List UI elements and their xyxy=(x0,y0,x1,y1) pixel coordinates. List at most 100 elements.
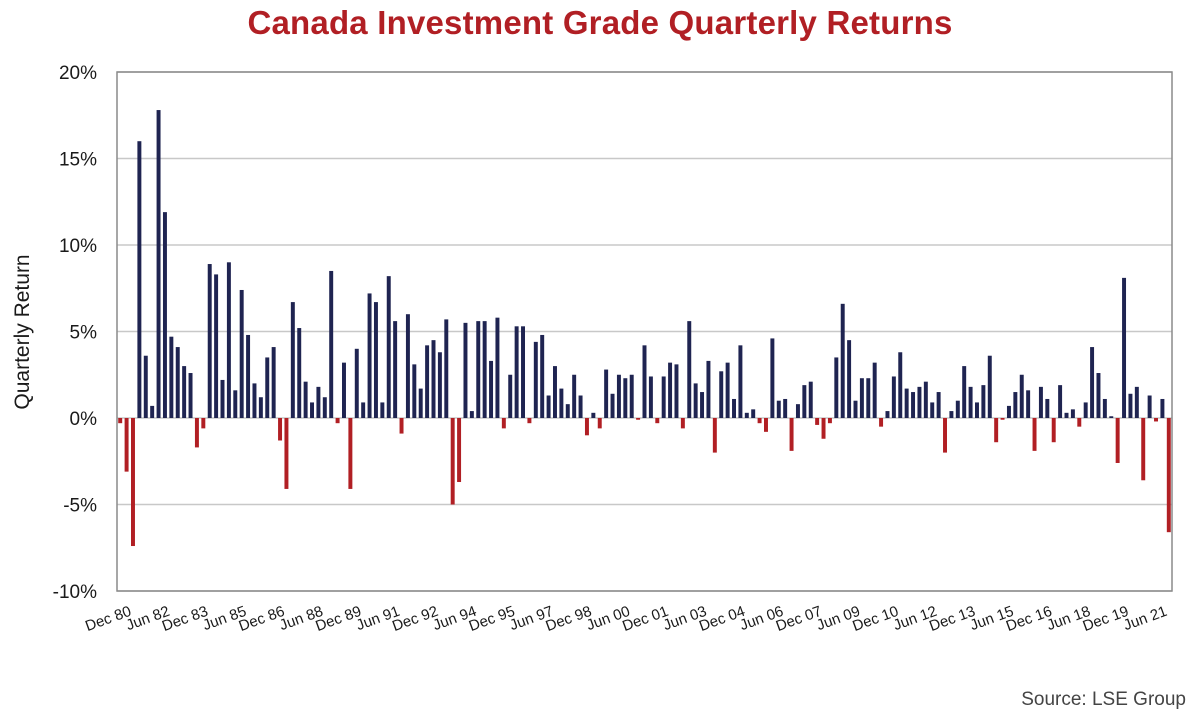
bar xyxy=(476,321,481,418)
bar xyxy=(444,319,449,418)
bar xyxy=(214,274,219,418)
bar xyxy=(482,321,487,418)
bar xyxy=(770,338,775,418)
bar xyxy=(489,360,494,418)
bar xyxy=(361,402,366,418)
bar xyxy=(194,418,199,448)
bar xyxy=(1096,373,1101,418)
bar xyxy=(201,418,206,429)
bar xyxy=(904,388,909,418)
plot-frame xyxy=(116,71,1173,592)
bar xyxy=(175,347,180,418)
bar xyxy=(380,402,385,418)
bar xyxy=(182,366,187,418)
bar xyxy=(661,376,666,418)
bar xyxy=(1147,395,1152,418)
bar xyxy=(738,345,743,418)
bar xyxy=(578,395,583,418)
bar xyxy=(623,378,628,418)
bar xyxy=(655,418,660,424)
y-tick-label: -10% xyxy=(53,582,97,603)
bar xyxy=(220,379,225,418)
y-axis-ticks: 20% 15% 10% 5% 0% -5% -10% xyxy=(53,63,97,603)
bar xyxy=(898,352,903,418)
y-tick-label: 0% xyxy=(70,409,98,430)
bar xyxy=(674,364,679,418)
bar xyxy=(636,418,641,420)
bar xyxy=(987,355,992,418)
bar xyxy=(879,418,884,427)
bar xyxy=(501,418,506,429)
bar xyxy=(226,262,231,418)
bar xyxy=(1026,390,1031,418)
bar xyxy=(169,336,174,418)
bar xyxy=(1102,398,1107,418)
bar xyxy=(808,381,813,418)
bar xyxy=(1064,412,1069,418)
bar xyxy=(342,362,346,418)
bar xyxy=(693,383,698,418)
bar xyxy=(1154,418,1158,422)
bar xyxy=(265,357,270,418)
bar xyxy=(354,348,359,418)
bar xyxy=(975,402,979,418)
bar xyxy=(559,388,564,418)
bar xyxy=(1045,398,1050,418)
bar xyxy=(706,360,711,418)
bar xyxy=(162,212,167,418)
bar xyxy=(1006,405,1011,418)
bar xyxy=(783,398,788,418)
bar xyxy=(821,418,826,439)
bar xyxy=(751,409,756,418)
bar xyxy=(1051,418,1056,443)
bar xyxy=(712,418,717,453)
bar xyxy=(131,418,135,547)
bar xyxy=(457,418,462,483)
bar xyxy=(521,326,525,418)
bar xyxy=(572,374,577,418)
bar xyxy=(156,110,161,418)
bar xyxy=(604,369,609,418)
bar xyxy=(418,388,423,418)
bar xyxy=(789,418,794,451)
bar xyxy=(1160,398,1165,418)
bar xyxy=(425,345,430,418)
bar xyxy=(795,404,800,418)
bar xyxy=(463,322,468,418)
bar xyxy=(1122,277,1127,418)
bar xyxy=(885,411,890,418)
y-axis-label: Quarterly Return xyxy=(11,254,34,409)
bar xyxy=(233,390,238,418)
bar xyxy=(1141,418,1146,481)
bar xyxy=(284,418,289,489)
bar xyxy=(597,418,602,429)
bar xyxy=(584,418,589,436)
bar xyxy=(553,366,557,418)
bar xyxy=(943,418,947,453)
y-tick-label: 20% xyxy=(59,63,97,84)
gridlines xyxy=(117,71,1172,592)
bar xyxy=(648,376,653,418)
bar xyxy=(629,374,634,418)
bar xyxy=(802,385,807,418)
bar xyxy=(834,357,839,418)
bar xyxy=(508,374,513,418)
bar xyxy=(872,362,877,418)
bar xyxy=(776,400,781,418)
bar xyxy=(981,385,986,418)
bar xyxy=(412,364,417,418)
y-tick-label: 5% xyxy=(70,323,98,344)
bar xyxy=(680,418,685,429)
bar xyxy=(687,321,692,418)
bar xyxy=(764,418,768,432)
bar xyxy=(373,302,378,418)
bar xyxy=(207,264,212,418)
bar xyxy=(840,303,845,418)
bar xyxy=(469,411,474,418)
bar xyxy=(1109,416,1114,418)
bar xyxy=(335,418,340,424)
bar xyxy=(719,371,724,418)
bar xyxy=(310,402,314,418)
x-tick-label: Jun 21 xyxy=(1121,603,1169,634)
